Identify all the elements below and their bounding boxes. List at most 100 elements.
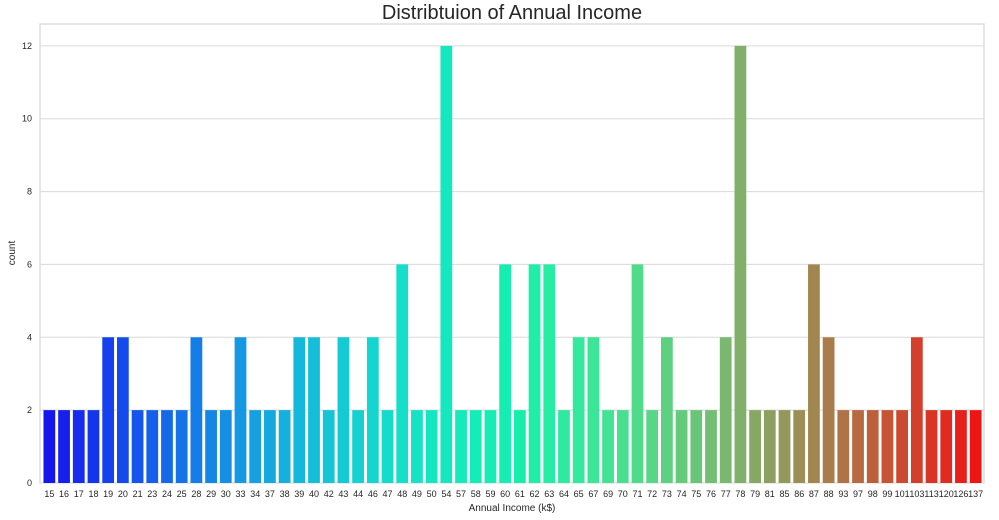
bar-17 (72, 410, 85, 483)
bar-87 (808, 264, 820, 483)
bar-58 (469, 410, 482, 483)
x-tick-label: 49 (412, 489, 422, 499)
x-tick-label: 93 (838, 489, 848, 499)
bar-60 (499, 264, 512, 483)
x-tick-label: 54 (441, 489, 451, 499)
x-tick-label: 16 (59, 489, 69, 499)
x-tick-label: 47 (383, 489, 393, 499)
x-tick-label: 50 (427, 489, 437, 499)
bar-39 (293, 337, 306, 483)
y-tick-label: 2 (27, 405, 32, 415)
bar-62 (528, 264, 541, 483)
x-tick-label: 98 (868, 489, 878, 499)
bar-99 (881, 410, 894, 483)
bar-57 (455, 410, 467, 483)
x-tick-label: 79 (750, 489, 760, 499)
bar-86 (793, 410, 806, 483)
x-tick-label: 72 (647, 489, 657, 499)
x-tick-label: 25 (177, 489, 187, 499)
x-tick-label: 61 (515, 489, 525, 499)
bar-97 (852, 410, 864, 483)
x-tick-label: 101 (895, 489, 910, 499)
bar-33 (234, 337, 247, 483)
x-tick-label: 73 (662, 489, 672, 499)
x-tick-label: 17 (74, 489, 84, 499)
bar-79 (749, 410, 761, 483)
x-tick-label: 126 (953, 489, 968, 499)
x-tick-label: 39 (294, 489, 304, 499)
bar-19 (102, 337, 115, 483)
bar-42 (322, 410, 335, 483)
bar-71 (631, 264, 644, 483)
bar-137 (969, 410, 982, 483)
bar-61 (513, 410, 526, 483)
bar-65 (572, 337, 585, 483)
y-tick-label: 0 (27, 478, 32, 488)
x-tick-label: 81 (765, 489, 775, 499)
x-tick-label: 77 (721, 489, 731, 499)
x-tick-label: 15 (44, 489, 54, 499)
bar-54 (440, 45, 453, 483)
x-tick-label: 19 (103, 489, 113, 499)
bar-34 (249, 410, 262, 483)
x-tick-label: 46 (368, 489, 378, 499)
bar-38 (278, 410, 291, 483)
bar-73 (661, 337, 673, 483)
bar-101 (896, 410, 909, 483)
x-tick-label: 23 (147, 489, 157, 499)
bar-77 (719, 337, 732, 483)
bar-76 (705, 410, 717, 483)
bar-24 (161, 410, 173, 483)
x-tick-label: 86 (794, 489, 804, 499)
bar-40 (308, 337, 320, 483)
bar-126 (955, 410, 967, 483)
x-tick-label: 103 (909, 489, 924, 499)
x-tick-label: 60 (500, 489, 510, 499)
bar-46 (366, 337, 379, 483)
y-tick-label: 8 (27, 187, 32, 197)
x-tick-label: 88 (824, 489, 834, 499)
bar-69 (602, 410, 614, 483)
x-tick-label: 69 (603, 489, 613, 499)
bar-81 (763, 410, 776, 483)
x-tick-label: 75 (691, 489, 701, 499)
bar-49 (411, 410, 423, 483)
bar-28 (190, 337, 203, 483)
x-tick-label: 33 (235, 489, 245, 499)
x-tick-label: 137 (968, 489, 983, 499)
x-tick-label: 59 (485, 489, 495, 499)
x-tick-label: 29 (206, 489, 216, 499)
x-tick-label: 34 (250, 489, 260, 499)
x-tick-label: 65 (574, 489, 584, 499)
x-tick-label: 44 (353, 489, 363, 499)
bar-48 (396, 264, 409, 483)
bar-16 (58, 410, 70, 483)
bar-78 (734, 45, 747, 483)
bar-70 (616, 410, 629, 483)
x-tick-label: 40 (309, 489, 319, 499)
bar-43 (337, 337, 350, 483)
x-tick-label: 67 (588, 489, 598, 499)
bar-85 (778, 410, 791, 483)
x-tick-label: 120 (939, 489, 954, 499)
bar-103 (910, 337, 923, 483)
x-tick-label: 43 (338, 489, 348, 499)
bar-67 (587, 337, 600, 483)
y-tick-label: 6 (27, 259, 32, 269)
bar-15 (43, 410, 56, 483)
bar-72 (646, 410, 659, 483)
y-tick-labels: 0 2 4 6 8 10 12 (22, 41, 32, 488)
bar-44 (352, 410, 364, 483)
bar-18 (87, 410, 100, 483)
x-tick-label: 71 (632, 489, 642, 499)
x-tick-label: 20 (118, 489, 128, 499)
y-tick-label: 4 (27, 332, 32, 342)
bar-120 (940, 410, 953, 483)
x-tick-label: 30 (221, 489, 231, 499)
x-tick-label: 37 (265, 489, 275, 499)
x-tick-label: 70 (618, 489, 628, 499)
x-axis-label: Annual Income (k$) (469, 503, 556, 514)
bar-98 (866, 410, 879, 483)
bar-113 (925, 410, 938, 483)
